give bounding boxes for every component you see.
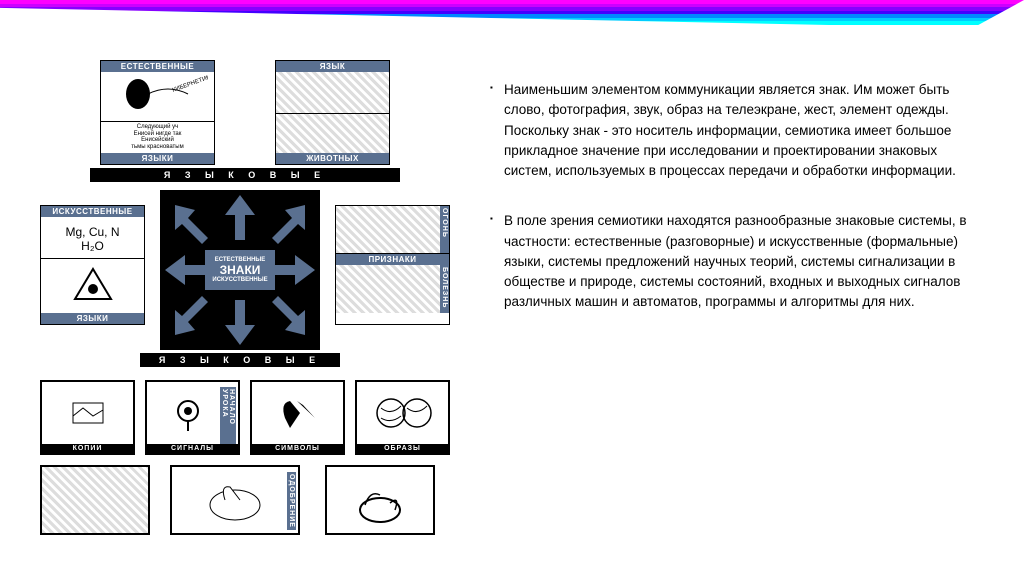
paragraph-2: В поле зрения семиотики находятся разноо…: [490, 211, 984, 312]
label-natural: ЕСТЕСТВЕННЫЕ: [101, 61, 214, 72]
paragraph-1: Наименьшим элементом коммуникации являет…: [490, 80, 984, 181]
text-column: Наименьшим элементом коммуникации являет…: [490, 60, 984, 540]
banner-linguistic-2: Я З Ы К О В Ы Е: [140, 353, 340, 367]
center-label: ЗНАКИ: [220, 263, 261, 277]
tiny-text: Следующий уч Енисей нигде так Енисейский…: [101, 122, 214, 152]
banner-linguistic: Я З Ы К О В Ы Е: [90, 168, 400, 182]
semiotics-diagram: ЕСТЕСТВЕННЫЕ КИБЕРНЕТИКА Следующий уч Ен…: [40, 60, 460, 540]
svg-text:КИБЕРНЕТИКА: КИБЕРНЕТИКА: [171, 74, 207, 94]
label-language: ЯЗЫК: [276, 61, 389, 72]
